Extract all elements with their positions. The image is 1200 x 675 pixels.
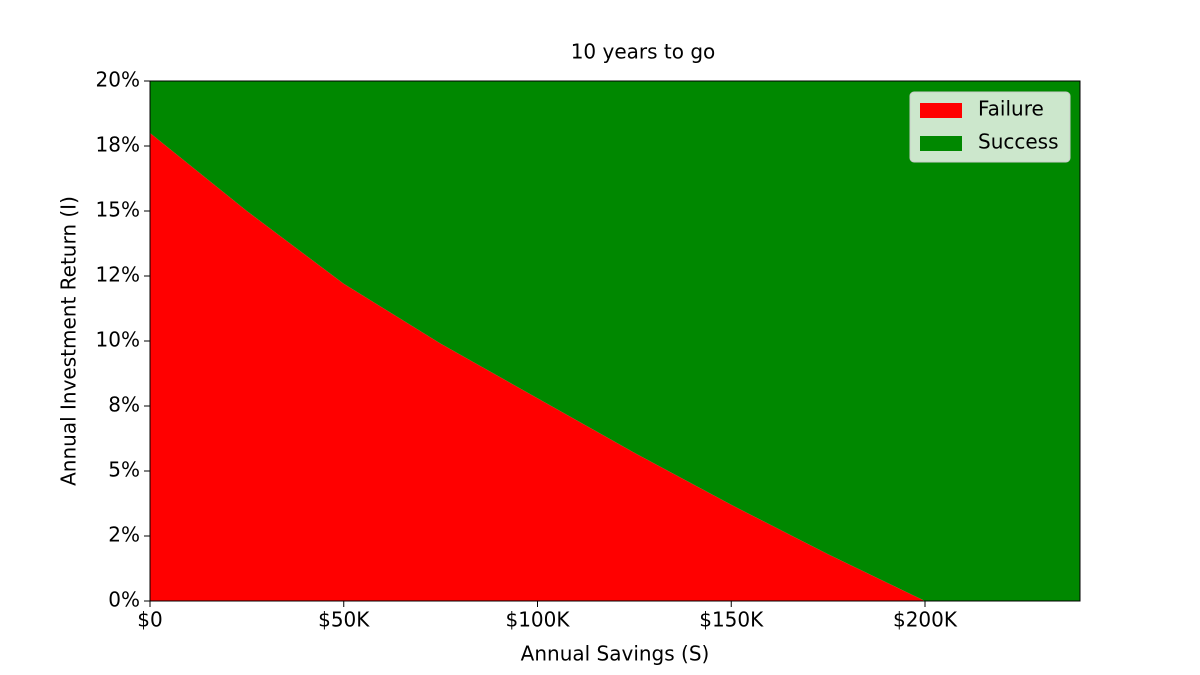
y-tick-label: 18% [96, 133, 140, 157]
legend-swatch [920, 103, 962, 118]
x-tick-label: $100K [505, 608, 570, 632]
x-tick-label: $50K [318, 608, 370, 632]
area [150, 133, 1080, 601]
x-tick-label: $0 [137, 608, 162, 632]
legend-label: Failure [978, 97, 1044, 121]
y-tick-label: 15% [96, 198, 140, 222]
area [150, 81, 1080, 601]
x-axis-label: Annual Savings (S) [521, 642, 710, 666]
y-tick-label: 10% [96, 328, 140, 352]
y-tick-label: 0% [108, 588, 140, 612]
y-tick-label: 2% [108, 523, 140, 547]
y-tick-label: 12% [96, 263, 140, 287]
y-tick-label: 20% [96, 68, 140, 92]
y-tick-label: 5% [108, 458, 140, 482]
y-axis-label: Annual Investment Return (I) [57, 196, 81, 486]
legend: Failure Success [909, 91, 1071, 163]
x-tick-label: $200K [893, 608, 958, 632]
legend-swatch [920, 136, 962, 151]
chart-title: 10 years to go [571, 40, 716, 64]
legend-label: Success [978, 130, 1059, 154]
y-tick-label: 8% [108, 393, 140, 417]
x-tick-label: $150K [699, 608, 764, 632]
